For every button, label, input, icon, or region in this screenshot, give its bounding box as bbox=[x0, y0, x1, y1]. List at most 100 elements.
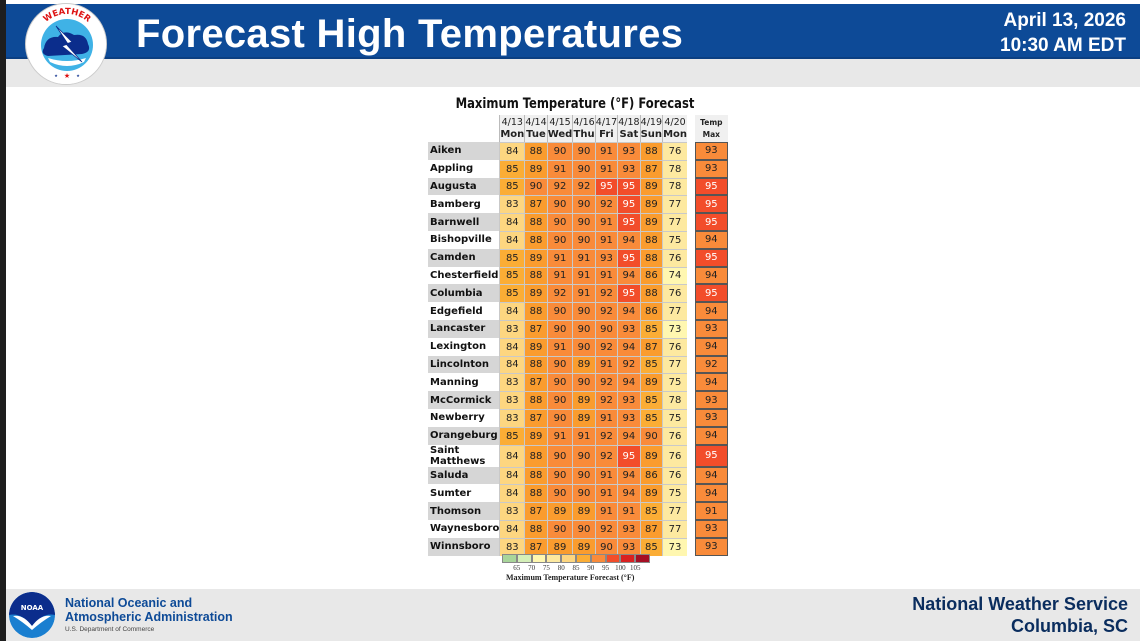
temp-cell: 89 bbox=[639, 484, 663, 503]
temp-cell: 95 bbox=[617, 284, 640, 303]
spacer bbox=[687, 115, 695, 142]
color-legend: 65 70 75 80 85 90 95 100 105 Maximum Temperature… bbox=[502, 554, 652, 582]
temp-cell: 75 bbox=[662, 230, 688, 249]
temp-cell: 90 bbox=[546, 355, 573, 374]
temp-cell: 89 bbox=[572, 537, 595, 556]
temp-cell: 90 bbox=[546, 408, 573, 427]
spacer bbox=[687, 466, 695, 485]
legend-tick: 100 bbox=[615, 564, 626, 572]
table-row: Chesterfield 85 88 91 91 91 94 86 74 94 bbox=[428, 266, 728, 285]
col-header: 4/19 Sun bbox=[639, 115, 663, 142]
temp-max-cell: 94 bbox=[694, 484, 728, 503]
temp-cell: 84 bbox=[499, 142, 525, 160]
temp-cell: 78 bbox=[662, 177, 688, 196]
legend-swatch bbox=[590, 554, 606, 563]
temp-cell: 85 bbox=[499, 177, 525, 196]
temp-cell: 92 bbox=[594, 519, 618, 538]
spacer bbox=[687, 230, 695, 249]
temp-max-header: Temp Max bbox=[694, 115, 728, 142]
location-name: Manning bbox=[428, 373, 500, 392]
temp-cell: 91 bbox=[572, 266, 595, 285]
temp-cell: 85 bbox=[499, 248, 525, 267]
legend-ticks: 65 70 75 80 85 90 95 100 105 bbox=[502, 563, 652, 573]
temp-cell: 77 bbox=[662, 195, 688, 214]
temp-cell: 91 bbox=[594, 159, 618, 178]
col-header: 4/16 Thu bbox=[572, 115, 595, 142]
table-header-row: 4/13 Mon 4/14 Tue 4/15 Wed 4/16 Thu 4/17 Fri … bbox=[428, 115, 728, 142]
temp-cell: 87 bbox=[639, 159, 663, 178]
table-row: Saluda 84 88 90 90 91 94 86 76 94 bbox=[428, 466, 728, 485]
temp-cell: 92 bbox=[594, 391, 618, 409]
location-name: Orangeburg bbox=[428, 426, 500, 445]
temp-cell: 76 bbox=[662, 444, 688, 467]
temp-cell: 95 bbox=[594, 177, 618, 196]
spacer bbox=[687, 319, 695, 338]
temp-cell: 86 bbox=[639, 302, 663, 320]
temp-cell: 88 bbox=[524, 355, 547, 374]
temp-cell: 94 bbox=[617, 466, 640, 485]
temp-cell: 92 bbox=[594, 373, 618, 392]
temp-cell: 89 bbox=[546, 502, 573, 520]
table-row: Bamberg 83 87 90 90 92 95 89 77 95 bbox=[428, 195, 728, 214]
temp-cell: 78 bbox=[662, 159, 688, 178]
temp-cell: 94 bbox=[617, 426, 640, 445]
legend-swatch bbox=[546, 554, 562, 563]
temp-cell: 89 bbox=[524, 159, 547, 178]
temp-cell: 93 bbox=[617, 142, 640, 160]
temp-cell: 90 bbox=[546, 373, 573, 392]
temp-cell: 84 bbox=[499, 519, 525, 538]
spacer bbox=[687, 537, 695, 556]
svg-text:★: ★ bbox=[76, 73, 80, 78]
noaa-department: U.S. Department of Commerce bbox=[65, 626, 155, 633]
table-row: Bishopville 84 88 90 90 91 94 88 75 94 bbox=[428, 230, 728, 249]
temp-cell: 88 bbox=[639, 230, 663, 249]
location-name: Waynesboro bbox=[428, 519, 500, 538]
location-name: McCormick bbox=[428, 391, 500, 409]
temp-cell: 89 bbox=[524, 426, 547, 445]
temp-cell: 93 bbox=[617, 159, 640, 178]
temp-cell: 90 bbox=[572, 213, 595, 231]
legend-swatch bbox=[502, 554, 517, 563]
table-body: Aiken 84 88 90 90 91 93 88 76 93 Appling 85 89 91 90 91… bbox=[428, 142, 728, 556]
temp-cell: 84 bbox=[499, 466, 525, 485]
temp-max-cell: 94 bbox=[694, 302, 728, 320]
temp-cell: 85 bbox=[639, 391, 663, 409]
legend-swatch bbox=[620, 554, 636, 563]
temp-cell: 83 bbox=[499, 391, 525, 409]
nws-logo-icon: ★ ★ ★ WEATHER bbox=[25, 3, 107, 85]
legend-tick: 70 bbox=[528, 564, 536, 572]
table-row: McCormick 83 88 90 89 92 93 85 78 93 bbox=[428, 391, 728, 409]
location-name: Augusta bbox=[428, 177, 500, 196]
legend-tick: 65 bbox=[513, 564, 521, 572]
temp-cell: 90 bbox=[572, 230, 595, 249]
temp-cell: 83 bbox=[499, 373, 525, 392]
temp-cell: 87 bbox=[524, 502, 547, 520]
temp-cell: 88 bbox=[524, 213, 547, 231]
location-name: Winnsboro bbox=[428, 537, 500, 556]
location-name: Lancaster bbox=[428, 319, 500, 338]
location-name: Barnwell bbox=[428, 213, 500, 231]
temp-cell: 94 bbox=[617, 373, 640, 392]
temp-cell: 77 bbox=[662, 302, 688, 320]
temp-cell: 88 bbox=[639, 248, 663, 267]
temp-cell: 91 bbox=[572, 248, 595, 267]
temp-cell: 90 bbox=[546, 319, 573, 338]
table-row: Camden 85 89 91 91 93 95 88 76 95 bbox=[428, 248, 728, 267]
temp-cell: 88 bbox=[524, 391, 547, 409]
spacer bbox=[687, 213, 695, 231]
spacer bbox=[687, 337, 695, 356]
table-row: Thomson 83 87 89 89 91 91 85 77 91 bbox=[428, 502, 728, 520]
temp-cell: 74 bbox=[662, 266, 688, 285]
temp-max-cell: 93 bbox=[694, 159, 728, 178]
temp-cell: 87 bbox=[524, 195, 547, 214]
legend-label: Maximum Temperature Forecast (°F) bbox=[506, 573, 635, 582]
spacer bbox=[687, 502, 695, 520]
spacer bbox=[687, 519, 695, 538]
temp-cell: 77 bbox=[662, 519, 688, 538]
temperature-table: 4/13 Mon 4/14 Tue 4/15 Wed 4/16 Thu 4/17 Fri … bbox=[428, 115, 728, 556]
temp-max-cell: 94 bbox=[694, 230, 728, 249]
temp-cell: 91 bbox=[546, 248, 573, 267]
legend-tick: 90 bbox=[587, 564, 595, 572]
col-header: 4/18 Sat bbox=[617, 115, 640, 142]
temp-cell: 92 bbox=[594, 195, 618, 214]
